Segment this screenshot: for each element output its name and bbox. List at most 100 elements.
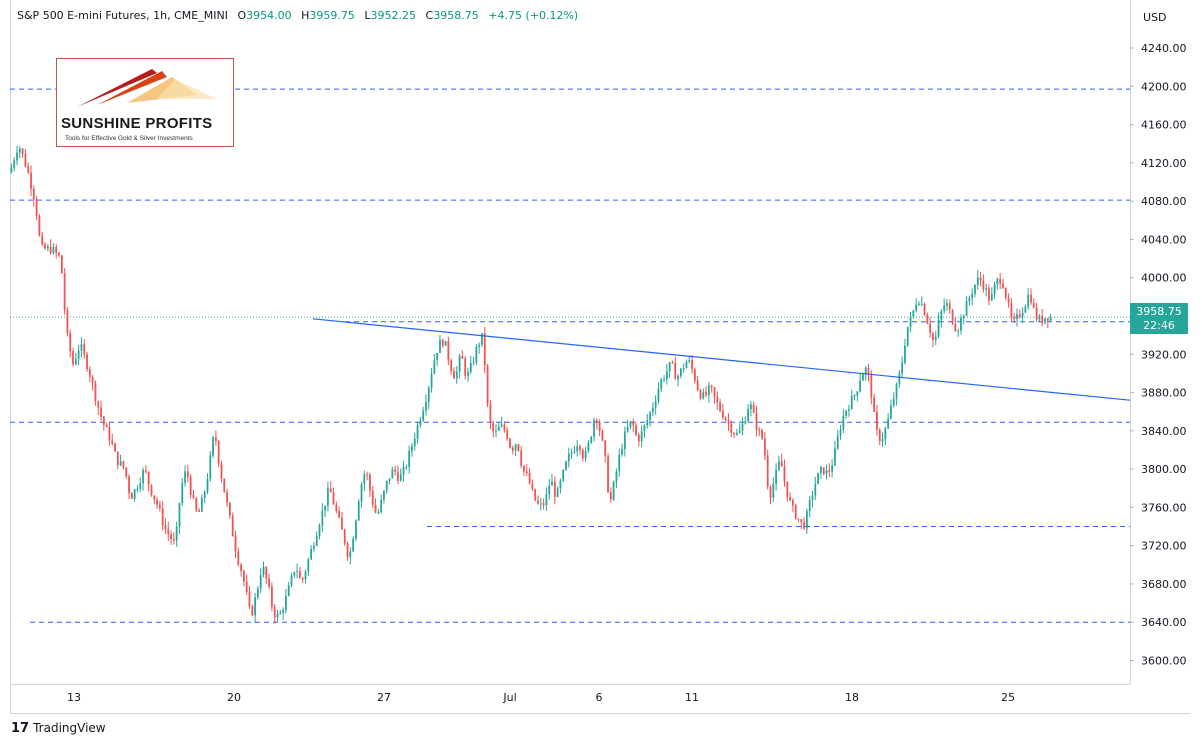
candle-body — [181, 482, 184, 504]
candle-body — [422, 410, 425, 421]
y-tick-label: 3760.00 — [1141, 501, 1187, 514]
candle-body — [735, 432, 738, 435]
candle-body — [1044, 318, 1046, 323]
candle-body — [520, 450, 523, 466]
candle-body — [228, 502, 231, 516]
candle-body — [72, 351, 74, 365]
candle-body — [884, 428, 887, 440]
candle-body — [464, 358, 467, 376]
candle-body — [161, 508, 164, 526]
tradingview-logo[interactable]: 𝟭𝟳 TradingView — [11, 721, 106, 736]
candle-body — [811, 495, 814, 500]
candle-body — [797, 518, 800, 520]
y-tick-label: 4120.00 — [1141, 157, 1187, 170]
candle-body — [1016, 314, 1018, 320]
candle-body — [35, 199, 38, 217]
candle-body — [948, 303, 951, 310]
candle-body — [792, 500, 794, 506]
candle-body — [996, 278, 999, 285]
candle-body — [374, 504, 377, 513]
candle-body — [525, 471, 528, 474]
candle-body — [251, 605, 254, 616]
candle-body — [679, 368, 682, 377]
candle-body — [58, 252, 60, 256]
candle-body — [313, 545, 315, 549]
candle-body — [198, 510, 200, 512]
candle-body — [733, 433, 735, 435]
candle-body — [447, 341, 450, 361]
candle-body — [912, 310, 915, 317]
candle-body — [584, 450, 587, 459]
candle-body — [534, 489, 537, 501]
candle-body — [209, 455, 212, 479]
candle-body — [937, 319, 940, 337]
candle-body — [254, 597, 256, 616]
candle-body — [24, 154, 27, 167]
candle-body — [862, 374, 864, 381]
candle-body — [738, 430, 741, 433]
candle-body — [385, 480, 388, 491]
candle-body — [226, 492, 228, 503]
candle-body — [335, 504, 338, 511]
candle-body — [256, 588, 259, 598]
candle-body — [242, 571, 245, 582]
candle-body — [887, 418, 890, 429]
candle-body — [556, 488, 559, 497]
candle-body — [175, 526, 178, 541]
candle-body — [864, 368, 867, 375]
x-tick-label: 25 — [1001, 691, 1015, 704]
candle-body — [763, 438, 766, 456]
candle-body — [192, 494, 195, 498]
candle-body — [923, 303, 926, 315]
candle-body — [822, 467, 825, 475]
candle-body — [940, 310, 943, 320]
candle-body — [279, 612, 282, 614]
y-tick-label: 3720.00 — [1141, 540, 1187, 553]
candle-body — [890, 405, 892, 419]
candle-body — [91, 376, 94, 384]
candle-body — [425, 402, 427, 411]
logo-tagline: Tools for Effective Gold & Silver Invest… — [65, 135, 193, 142]
candle-body — [957, 330, 960, 332]
candle-body — [637, 434, 640, 442]
symbol-label: S&P 500 E-mini Futures, 1h, CME_MINI — [17, 9, 228, 22]
candle-body — [307, 559, 310, 572]
candle-body — [663, 378, 665, 380]
candle-body — [699, 390, 702, 399]
candle-body — [100, 407, 102, 417]
candle-body — [114, 443, 116, 452]
candle-body — [150, 484, 153, 496]
candle-body — [234, 536, 237, 552]
candle-body — [481, 333, 483, 345]
candle-body — [553, 481, 556, 497]
candle-body — [332, 492, 335, 505]
currency-label: USD — [1143, 11, 1167, 24]
candle-body — [324, 505, 327, 511]
candle-body — [573, 451, 576, 453]
candle-body — [965, 301, 968, 316]
candle-body — [649, 412, 651, 420]
candle-body — [469, 362, 472, 373]
candle-body — [643, 425, 646, 432]
candle-body — [44, 244, 46, 249]
y-tick-label: 3600.00 — [1141, 655, 1187, 668]
candle-body — [1049, 316, 1052, 321]
x-tick-label: 11 — [685, 691, 699, 704]
candle-body — [399, 474, 402, 481]
candle-body — [285, 595, 287, 611]
candle-body — [397, 471, 399, 481]
open-value: 3954.00 — [246, 9, 292, 22]
candle-body — [993, 284, 996, 295]
candle-body — [32, 188, 35, 200]
candle-body — [102, 416, 105, 425]
candle-body — [721, 410, 724, 418]
candle-body — [629, 421, 632, 427]
candle-body — [713, 387, 716, 397]
candle-body — [696, 380, 699, 391]
candle-body — [167, 528, 170, 535]
candle-body — [682, 368, 685, 370]
candle-body — [377, 512, 380, 514]
y-tick-label: 4200.00 — [1141, 80, 1187, 93]
candle-body — [749, 404, 752, 410]
candle-body — [88, 369, 91, 377]
